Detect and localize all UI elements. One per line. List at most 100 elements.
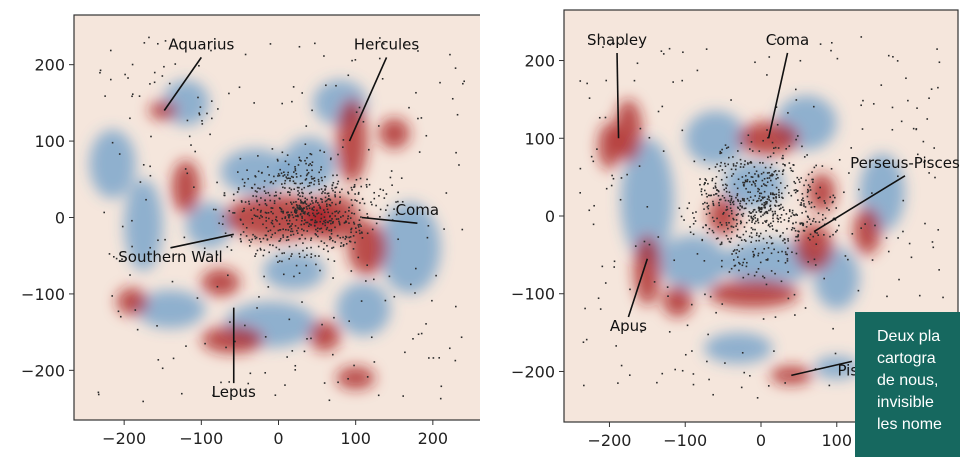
galaxy-point [723, 230, 726, 233]
galaxy-point [285, 203, 288, 205]
galaxy-point [347, 191, 349, 194]
galaxy-point [725, 222, 728, 224]
galaxy-point [731, 212, 733, 215]
galaxy-point [377, 125, 380, 127]
galaxy-point [305, 221, 307, 224]
galaxy-point [765, 283, 768, 286]
galaxy-point [721, 303, 724, 305]
galaxy-point [790, 229, 793, 231]
galaxy-point [320, 217, 323, 220]
galaxy-point [719, 198, 721, 201]
galaxy-point [299, 159, 301, 161]
galaxy-point [290, 255, 292, 258]
galaxy-point [724, 144, 727, 146]
overdensity-region [707, 279, 799, 308]
galaxy-point [312, 212, 314, 215]
galaxy-point [668, 47, 671, 50]
galaxy-point [331, 222, 334, 224]
galaxy-point [767, 385, 770, 387]
galaxy-point [164, 238, 166, 241]
galaxy-point [292, 233, 295, 236]
galaxy-point [938, 269, 940, 271]
galaxy-point [277, 229, 280, 232]
galaxy-point [261, 216, 264, 218]
galaxy-point [795, 189, 797, 191]
galaxy-point [157, 42, 159, 45]
galaxy-point [783, 238, 786, 240]
galaxy-point [360, 216, 362, 218]
galaxy-point [871, 192, 873, 194]
galaxy-point [795, 221, 797, 224]
galaxy-point [707, 194, 710, 197]
galaxy-point [592, 160, 595, 163]
galaxy-point [802, 197, 804, 200]
galaxy-point [238, 86, 241, 89]
overdensity-region [598, 122, 621, 170]
galaxy-point [742, 276, 745, 279]
galaxy-point [748, 180, 751, 183]
galaxy-point [737, 178, 740, 181]
galaxy-point [772, 192, 774, 195]
galaxy-point [643, 240, 646, 243]
galaxy-point [306, 254, 308, 257]
galaxy-point [810, 206, 813, 209]
galaxy-point [264, 372, 267, 374]
galaxy-point [720, 152, 723, 154]
galaxy-point [620, 177, 623, 179]
galaxy-point [764, 184, 766, 186]
galaxy-point [705, 192, 708, 195]
underdensity-region [282, 137, 337, 191]
galaxy-point [748, 199, 750, 202]
galaxy-point [807, 173, 810, 176]
galaxy-point [832, 233, 834, 236]
galaxy-point [294, 208, 297, 210]
galaxy-point [294, 215, 297, 217]
galaxy-point [296, 215, 299, 217]
galaxy-point [448, 347, 451, 350]
galaxy-point [303, 212, 306, 215]
galaxy-point [240, 233, 242, 236]
galaxy-point [302, 192, 304, 195]
galaxy-point [331, 247, 333, 249]
galaxy-point [742, 181, 744, 184]
galaxy-point [104, 95, 106, 97]
galaxy-point [609, 43, 611, 46]
galaxy-point [299, 175, 302, 177]
galaxy-point [425, 134, 428, 137]
galaxy-point [769, 192, 772, 194]
galaxy-point [720, 178, 723, 181]
galaxy-point [797, 234, 800, 236]
galaxy-point [267, 211, 270, 214]
galaxy-point [692, 373, 695, 375]
galaxy-point [806, 191, 809, 194]
galaxy-point [297, 193, 299, 196]
galaxy-point [323, 151, 326, 153]
galaxy-point [619, 198, 622, 201]
galaxy-point [746, 180, 749, 183]
galaxy-point [298, 186, 300, 189]
galaxy-point [361, 237, 364, 239]
galaxy-point [638, 165, 641, 167]
galaxy-point [783, 209, 785, 211]
galaxy-point [328, 229, 330, 232]
galaxy-point [326, 244, 328, 247]
galaxy-point [758, 150, 761, 152]
galaxy-point [319, 269, 321, 272]
galaxy-point [250, 241, 252, 243]
x-tick-label: 200 [418, 429, 449, 448]
galaxy-point [765, 210, 768, 213]
galaxy-point [259, 249, 262, 251]
galaxy-point [818, 196, 821, 199]
x-tick-label: 100 [821, 431, 852, 450]
galaxy-point [260, 209, 262, 212]
galaxy-point [302, 212, 305, 214]
galaxy-point [156, 325, 158, 327]
galaxy-point [782, 157, 784, 160]
galaxy-point [730, 267, 733, 270]
galaxy-point [149, 246, 152, 249]
galaxy-point [281, 217, 284, 220]
galaxy-point [324, 221, 327, 224]
underdensity-region [378, 202, 441, 294]
galaxy-point [264, 336, 267, 338]
galaxy-point [666, 286, 669, 288]
